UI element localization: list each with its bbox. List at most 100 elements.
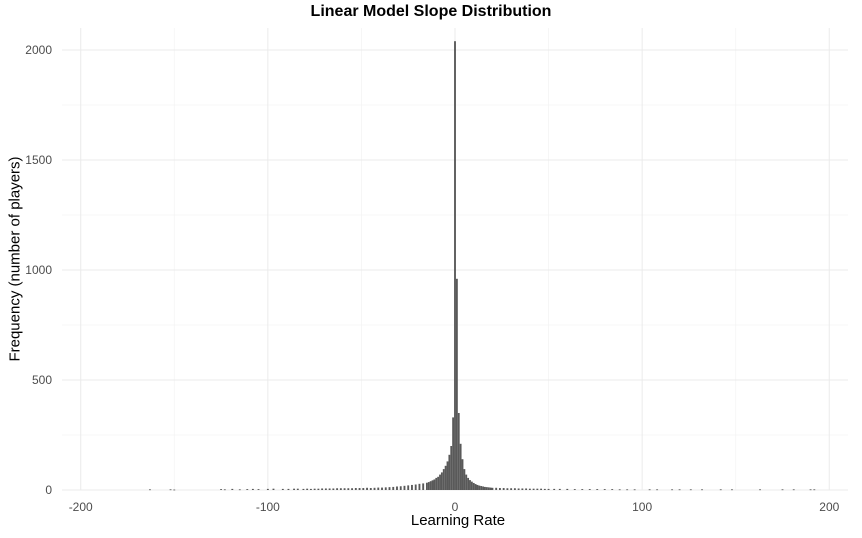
- histogram-bar: [532, 488, 535, 490]
- histogram-bar: [220, 489, 223, 490]
- histogram-bar: [414, 484, 417, 490]
- histogram-bar: [581, 489, 584, 490]
- histogram-bar: [596, 489, 599, 490]
- histogram-bar: [457, 413, 460, 490]
- histogram-bar: [489, 487, 492, 490]
- histogram-bar: [759, 489, 761, 491]
- histogram-bar: [399, 486, 402, 490]
- histogram-bar: [302, 488, 305, 490]
- histogram-bar: [678, 489, 681, 491]
- histogram-bars: [149, 41, 816, 491]
- y-axis-ticks: 0 500 1000 1500 2000: [25, 43, 52, 497]
- histogram-bar: [431, 480, 434, 490]
- histogram-bar: [521, 488, 524, 490]
- histogram-bar: [781, 489, 784, 491]
- histogram-bar: [484, 486, 486, 490]
- x-tick-label: -200: [69, 500, 93, 514]
- histogram-bar: [454, 41, 456, 490]
- histogram-bar: [272, 488, 275, 490]
- histogram-bar: [351, 488, 354, 490]
- histogram-bar: [309, 488, 312, 490]
- histogram-bar: [547, 488, 550, 490]
- histogram-bar: [373, 487, 376, 490]
- histogram-bar: [455, 278, 458, 490]
- histogram-bar: [354, 488, 357, 490]
- histogram-bar: [491, 487, 494, 490]
- histogram-bar: [671, 489, 674, 491]
- histogram-bar: [429, 481, 432, 490]
- histogram-bar: [388, 487, 391, 490]
- histogram-bar: [487, 487, 490, 490]
- y-tick-label: 0: [45, 483, 52, 497]
- histogram-bar: [392, 486, 395, 490]
- histogram-bar: [558, 488, 561, 490]
- histogram-bar: [588, 489, 591, 490]
- histogram-bar: [306, 488, 309, 490]
- histogram-bar: [317, 488, 320, 490]
- histogram-bar: [474, 484, 477, 490]
- histogram-bar: [246, 489, 249, 490]
- histogram-bar: [324, 488, 327, 490]
- histogram-bar: [467, 477, 470, 490]
- histogram-bar: [257, 489, 260, 490]
- histogram-bar: [362, 488, 365, 490]
- y-tick-label: 1000: [25, 263, 52, 277]
- histogram-bar: [321, 488, 324, 490]
- histogram-bar: [461, 459, 464, 490]
- y-tick-label: 1500: [25, 153, 52, 167]
- histogram-bar: [648, 489, 651, 491]
- histogram-bar: [495, 487, 498, 490]
- histogram-bar: [719, 489, 722, 491]
- histogram-bar: [439, 474, 441, 490]
- histogram-bar: [444, 465, 447, 490]
- histogram-bar: [540, 488, 543, 490]
- histogram-bar: [528, 488, 531, 490]
- histogram-bar: [369, 488, 372, 490]
- x-tick-label: 0: [452, 500, 459, 514]
- histogram-bar: [448, 454, 451, 490]
- histogram-bar: [809, 489, 812, 491]
- histogram-bar: [437, 476, 440, 490]
- histogram-bar: [506, 488, 509, 490]
- histogram-bar: [470, 481, 473, 490]
- histogram-bar: [446, 461, 449, 490]
- histogram-bar: [553, 488, 556, 490]
- histogram-bar: [573, 489, 576, 490]
- histogram-bar: [328, 488, 331, 490]
- histogram-bar: [231, 488, 234, 490]
- histogram-bar: [792, 489, 795, 491]
- chart-title: Linear Model Slope Distribution: [310, 3, 552, 20]
- histogram-bar: [689, 489, 692, 491]
- histogram-bar: [435, 477, 438, 490]
- histogram-bar: [656, 489, 659, 491]
- histogram-bar: [452, 417, 455, 490]
- histogram-bar: [566, 488, 569, 490]
- histogram-bar: [427, 482, 430, 490]
- histogram-bar: [266, 488, 269, 490]
- x-axis-ticks: -200 -100 0 100 200: [69, 500, 840, 514]
- histogram-bar: [450, 446, 453, 490]
- histogram-bar: [731, 489, 733, 491]
- histogram-bar: [381, 487, 383, 490]
- histogram-bar: [358, 488, 361, 490]
- histogram-bar: [502, 488, 505, 490]
- histogram-bar: [407, 485, 410, 490]
- histogram-bar: [332, 488, 335, 490]
- histogram-bar: [611, 489, 614, 490]
- histogram-bar: [173, 489, 176, 491]
- histogram-bar: [366, 487, 368, 490]
- histogram-bar: [701, 489, 703, 491]
- histogram-bar: [396, 486, 398, 490]
- histogram-bar: [403, 485, 406, 490]
- histogram-bar: [463, 469, 466, 490]
- x-tick-label: -100: [256, 500, 280, 514]
- histogram-bar: [422, 483, 425, 490]
- y-tick-label: 2000: [25, 43, 52, 57]
- histogram-bar: [251, 488, 254, 490]
- histogram-bar: [498, 488, 501, 490]
- histogram-bar: [633, 489, 636, 491]
- histogram-bar: [440, 472, 443, 490]
- histogram-bar: [465, 474, 468, 490]
- histogram-bar: [478, 485, 481, 490]
